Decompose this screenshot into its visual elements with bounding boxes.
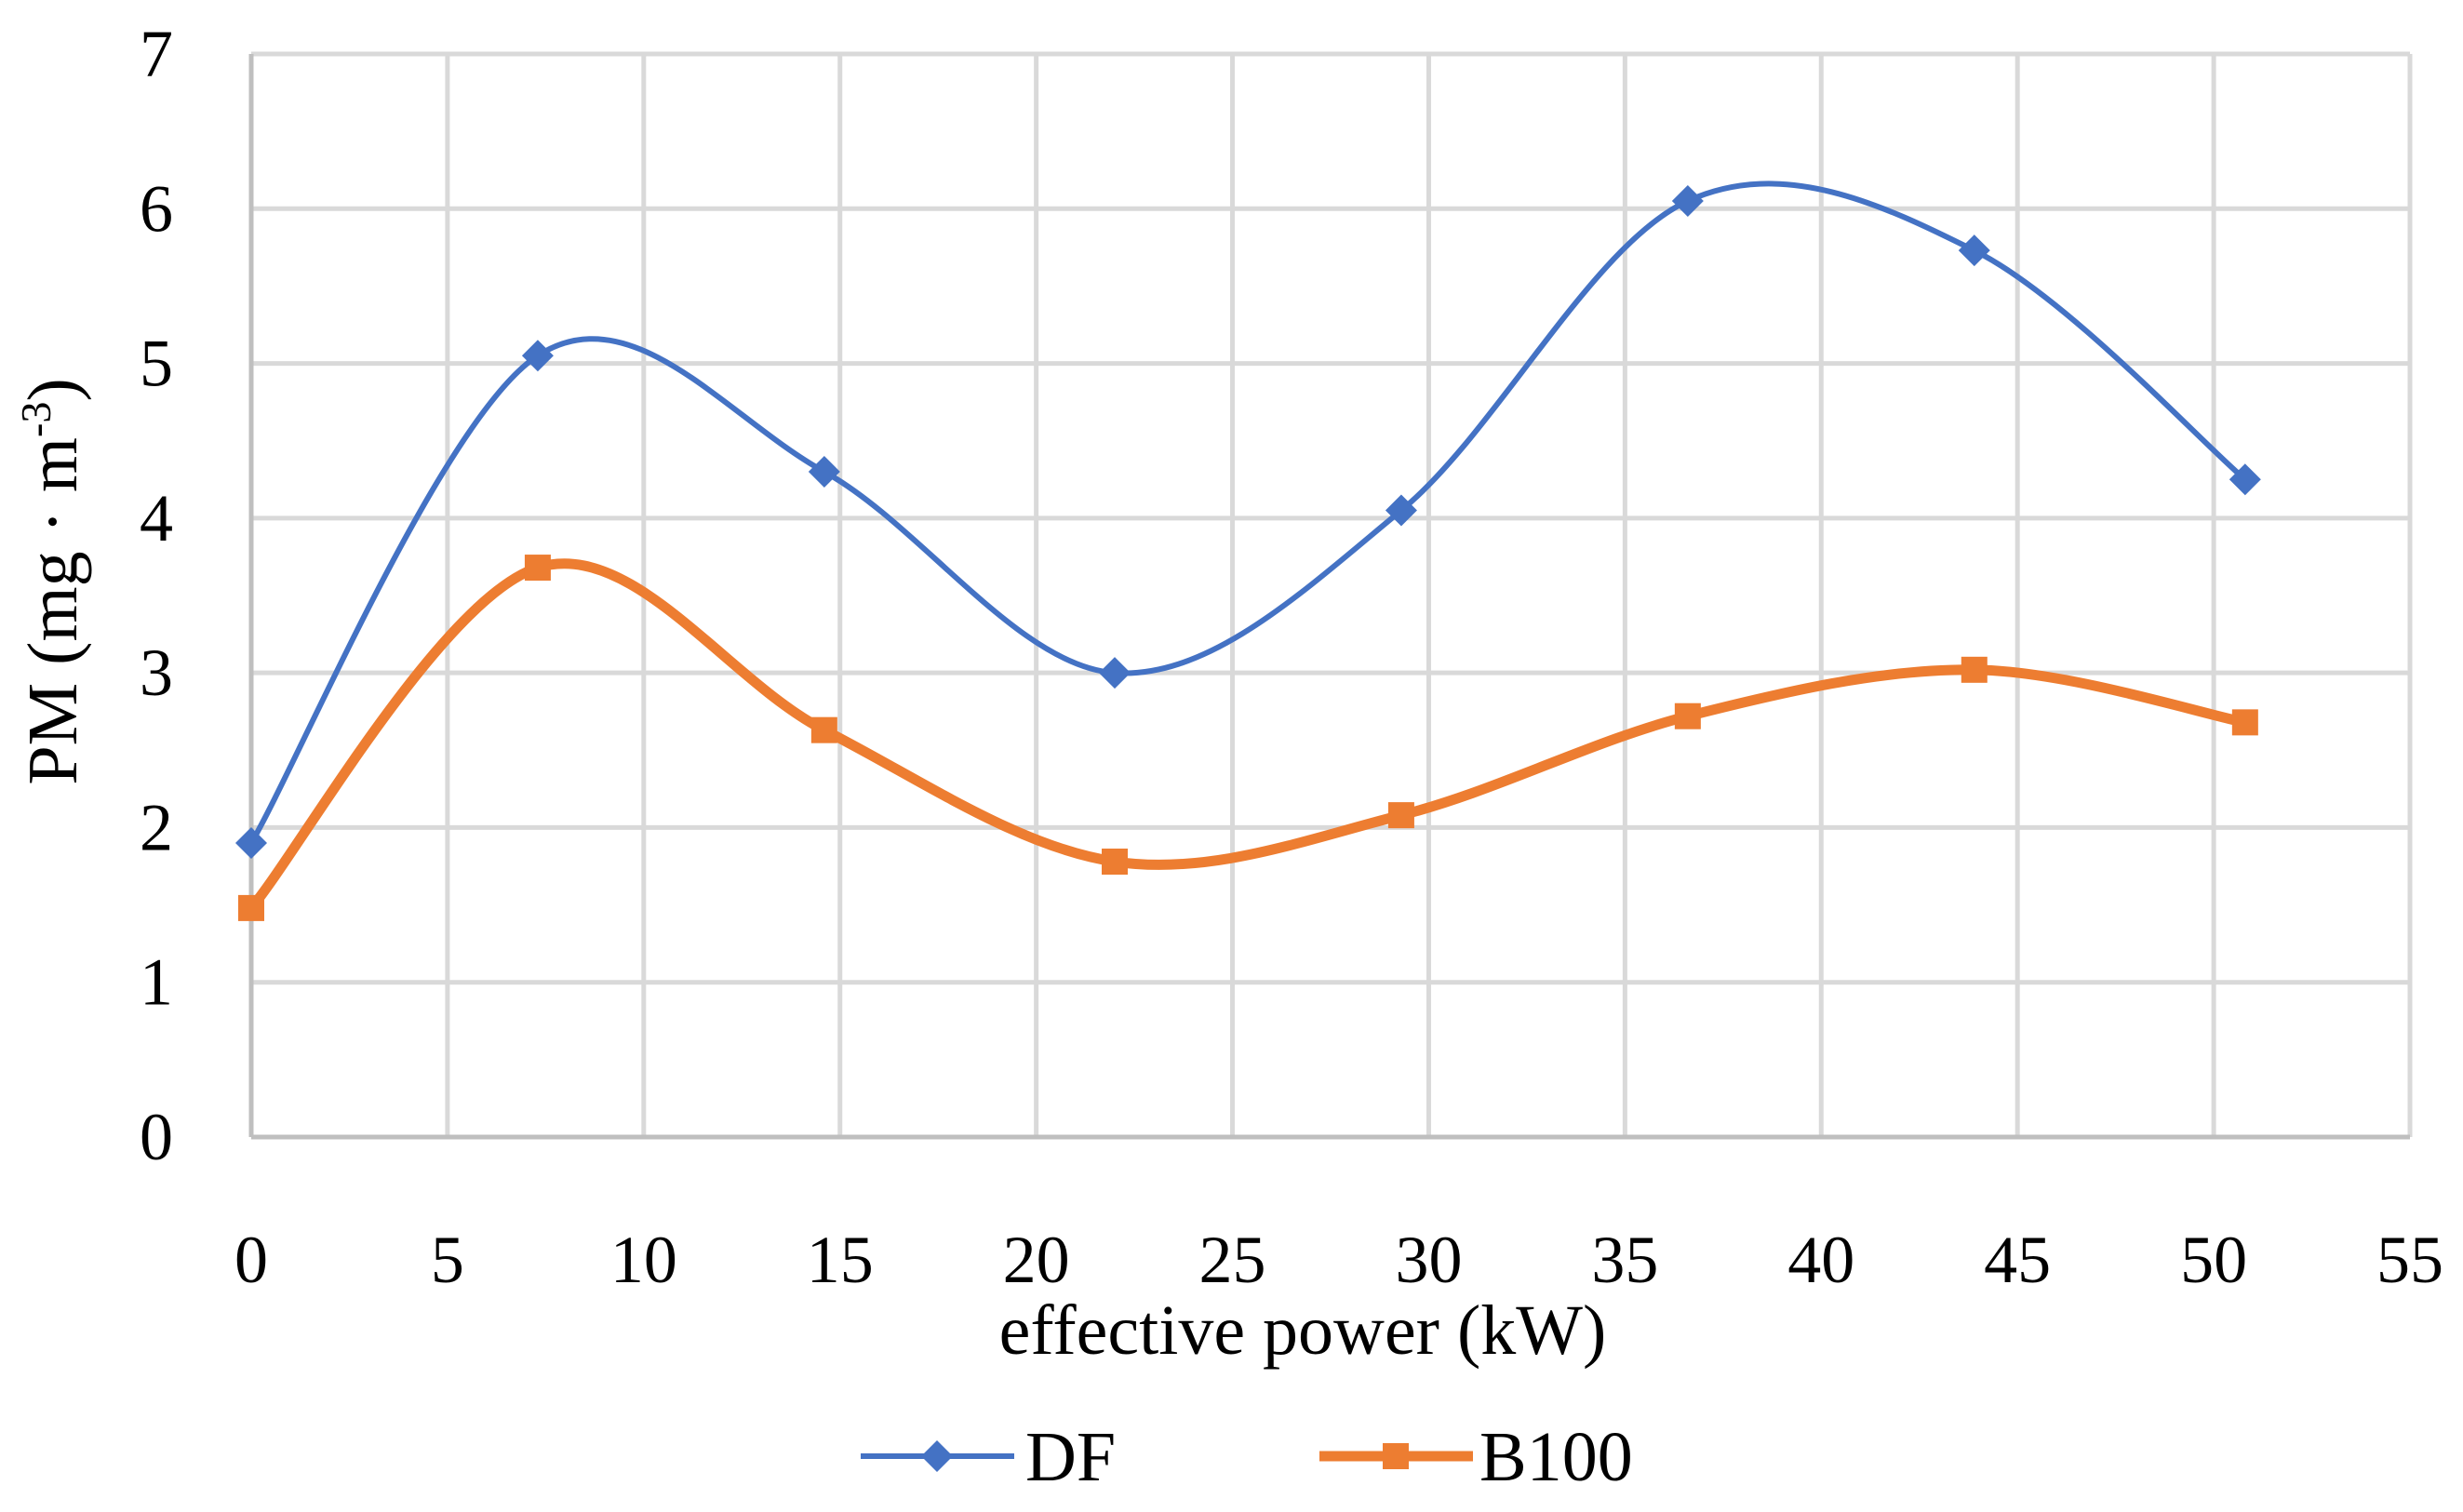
x-tick-label-30: 30 xyxy=(1395,1223,1462,1297)
series-line-b100 xyxy=(246,558,2251,914)
x-tick-label-0: 0 xyxy=(234,1223,268,1297)
series-df xyxy=(235,181,2261,860)
data-point-b100-3 xyxy=(1102,849,1128,876)
data-point-df-3 xyxy=(1099,657,1131,689)
y-tick-label-1: 1 xyxy=(140,945,173,1020)
data-point-b100-6 xyxy=(1961,656,1988,683)
x-tick-label-10: 10 xyxy=(610,1223,677,1297)
legend-item-b100: B100 xyxy=(1319,1418,1633,1496)
data-point-b100-7 xyxy=(2231,709,2258,736)
legend-item-df: DF xyxy=(861,1418,1116,1496)
x-tick-label-35: 35 xyxy=(1591,1223,1658,1297)
y-axis-title: PM (mg · m-3) xyxy=(12,378,92,784)
y-tick-label-4: 4 xyxy=(140,481,173,555)
legend-marker-b100 xyxy=(1383,1443,1409,1469)
series-b100 xyxy=(238,555,2258,921)
y-tick-label-2: 2 xyxy=(140,790,173,864)
data-point-df-1 xyxy=(521,340,554,372)
legend-label-b100: B100 xyxy=(1479,1418,1633,1496)
legend-label-df: DF xyxy=(1025,1418,1116,1496)
axes xyxy=(248,54,2410,1140)
series-layer xyxy=(235,181,2261,921)
x-tick-label-50: 50 xyxy=(2180,1223,2247,1297)
data-point-b100-0 xyxy=(238,894,264,921)
data-point-b100-2 xyxy=(810,716,837,743)
grid xyxy=(251,51,2413,1137)
data-point-df-2 xyxy=(808,455,840,488)
x-axis-title: effective power (kW) xyxy=(999,1291,1607,1370)
legend-marker-df xyxy=(921,1440,953,1472)
x-tick-label-25: 25 xyxy=(1199,1223,1266,1297)
x-tick-label-55: 55 xyxy=(2376,1223,2443,1297)
y-tick-label-0: 0 xyxy=(140,1100,173,1174)
data-point-df-0 xyxy=(235,827,267,860)
y-tick-label-6: 6 xyxy=(140,171,173,246)
data-point-df-6 xyxy=(1958,234,1990,267)
y-axis-title-superscript: -3 xyxy=(12,402,60,437)
y-tick-labels: 0 1 2 3 4 5 6 7 xyxy=(140,17,173,1174)
legend: DF B100 xyxy=(861,1418,1633,1496)
data-point-df-7 xyxy=(2229,463,2261,496)
x-tick-label-20: 20 xyxy=(1003,1223,1070,1297)
x-tick-label-45: 45 xyxy=(1984,1223,2051,1297)
data-point-b100-1 xyxy=(524,555,551,582)
y-tick-label-3: 3 xyxy=(140,636,173,710)
y-axis-title-close: ) xyxy=(14,378,92,401)
series-line-df xyxy=(248,181,2248,847)
x-tick-labels: 0 5 10 15 20 25 30 35 40 45 50 55 xyxy=(234,1223,2443,1297)
x-tick-label-15: 15 xyxy=(807,1223,874,1297)
data-point-b100-5 xyxy=(1674,702,1701,729)
data-point-df-4 xyxy=(1385,494,1417,527)
y-tick-label-5: 5 xyxy=(140,327,173,401)
x-tick-label-40: 40 xyxy=(1787,1223,1854,1297)
data-point-df-5 xyxy=(1671,184,1704,217)
y-axis-title-text: PM (mg · m xyxy=(14,437,92,785)
data-point-b100-4 xyxy=(1387,802,1414,829)
x-tick-label-5: 5 xyxy=(431,1223,464,1297)
y-tick-label-7: 7 xyxy=(140,17,173,91)
